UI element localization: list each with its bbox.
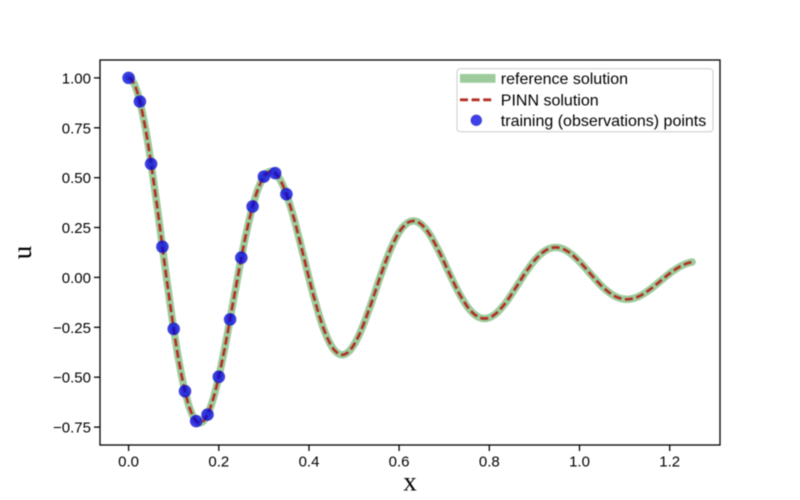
svg-text:0.75: 0.75 xyxy=(62,120,91,137)
svg-text:0.2: 0.2 xyxy=(208,454,229,471)
svg-text:−0.25: −0.25 xyxy=(53,320,91,337)
svg-text:1.0: 1.0 xyxy=(569,454,590,471)
svg-text:−0.75: −0.75 xyxy=(53,420,91,437)
svg-text:0.6: 0.6 xyxy=(389,454,410,471)
svg-text:−0.50: −0.50 xyxy=(53,370,91,387)
svg-text:0.4: 0.4 xyxy=(299,454,320,471)
svg-text:training (observations) points: training (observations) points xyxy=(501,113,706,130)
svg-text:1.00: 1.00 xyxy=(62,70,91,87)
svg-text:0.50: 0.50 xyxy=(62,170,91,187)
svg-text:0.0: 0.0 xyxy=(118,454,139,471)
svg-text:x: x xyxy=(403,467,417,497)
svg-text:PINN solution: PINN solution xyxy=(501,93,599,110)
svg-text:u: u xyxy=(7,245,37,259)
svg-text:0.8: 0.8 xyxy=(479,454,500,471)
svg-text:reference solution: reference solution xyxy=(501,71,628,88)
svg-text:0.25: 0.25 xyxy=(62,220,91,237)
svg-text:0.00: 0.00 xyxy=(62,270,91,287)
svg-text:1.2: 1.2 xyxy=(659,454,680,471)
